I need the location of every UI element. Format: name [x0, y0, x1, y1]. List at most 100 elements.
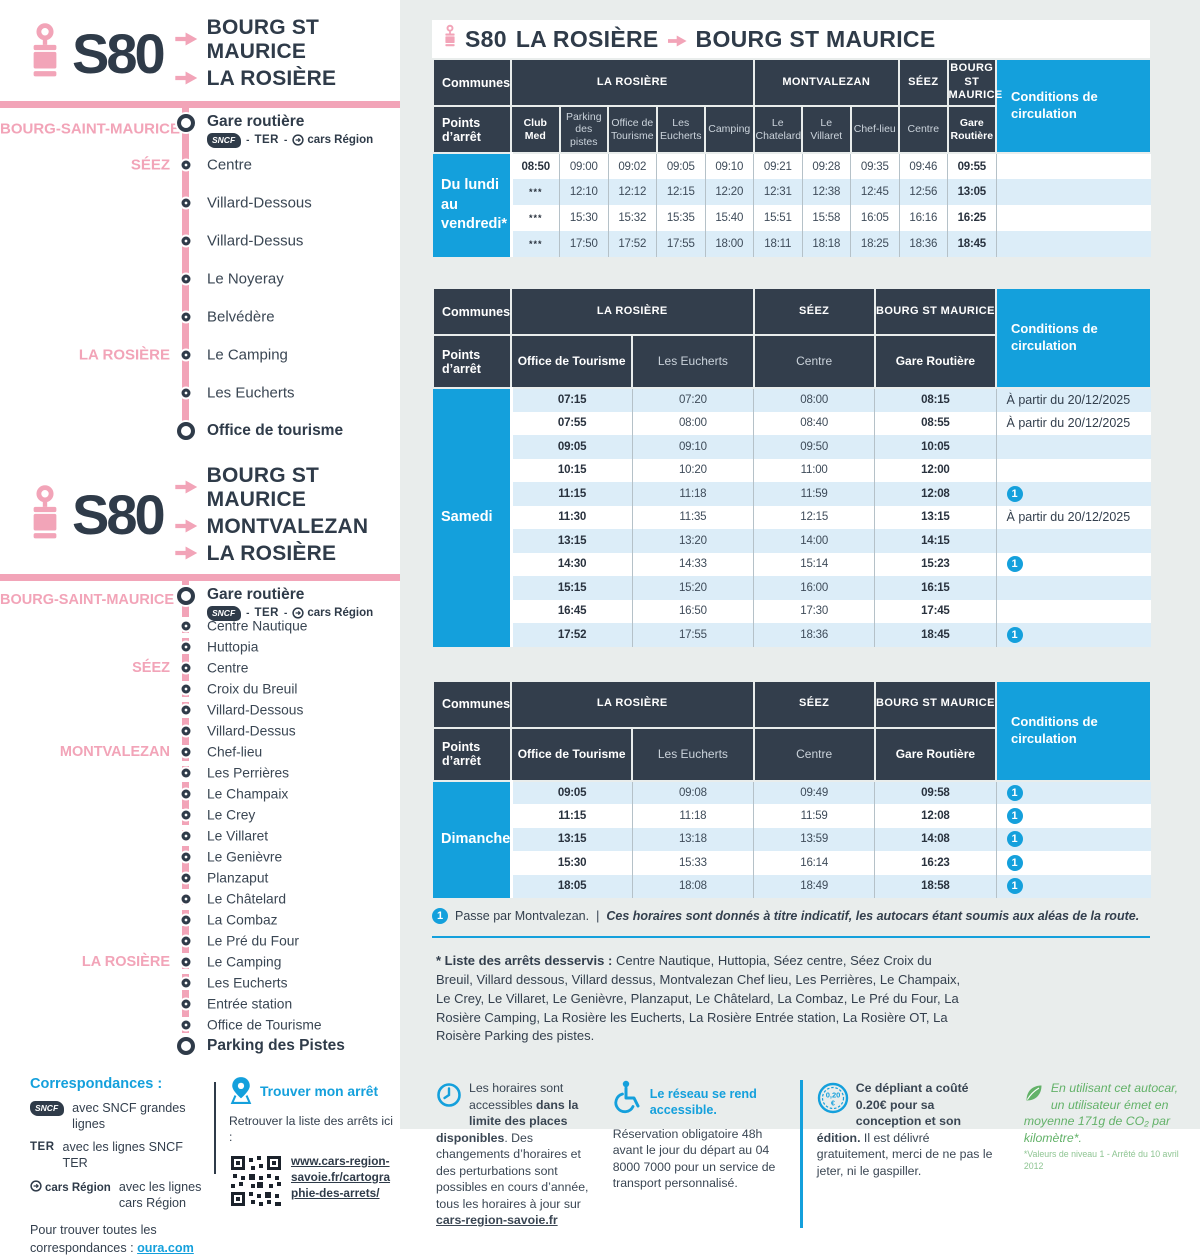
time-cell: 16:00 — [753, 576, 875, 600]
info-footer: Les horaires sont accessibles dans la li… — [436, 1080, 1184, 1229]
terminal-stop-marker — [176, 114, 195, 132]
cars-region-savoie-link[interactable]: cars-region-savoie.fr — [436, 1212, 558, 1227]
route-stop: La Combaz — [0, 909, 400, 930]
route-stop: Le Champaix — [0, 783, 400, 804]
note-1-icon: 1 — [1006, 831, 1023, 848]
time-cell: 13:18 — [631, 827, 754, 851]
time-cell: 14:33 — [631, 552, 754, 576]
ter-logo: TER — [254, 134, 279, 147]
correspondance-cars-region: cars Région avec les lignes cars Région — [30, 1180, 206, 1211]
points-header-label: Points d’arrêt — [432, 105, 512, 154]
commune-group-header: LA ROSIÈRE — [510, 679, 755, 729]
time-cell: 13:15 — [874, 505, 997, 529]
condition-cell — [995, 153, 1152, 179]
time-cell: 16:25 — [947, 205, 997, 231]
timetable-row: 07:55 08:00 08:40 08:55 À partir du 20/12/20… — [433, 411, 1152, 435]
arrow-icon — [174, 542, 198, 566]
time-cell: 18:08 — [631, 874, 754, 898]
stop-marker — [181, 768, 190, 777]
svg-text:€: € — [831, 1101, 835, 1108]
stop-column-header: Gare Routière — [873, 334, 998, 389]
ter-logo: TER — [30, 1141, 55, 1154]
route-header: S80 BOURG ST MAURICE MONTVALEZAN LA ROSIÈRE — [0, 450, 400, 566]
route-line — [182, 574, 189, 1046]
find-stop-subtitle: Retrouver la liste des arrêts ici : — [229, 1114, 393, 1144]
stops-header-row: Points d’arrêt Club Med Parking des pistes… — [432, 105, 1151, 154]
correspondances-footer: Pour trouver toutes les correspondances … — [30, 1223, 194, 1256]
route-stop: Le Villaret — [0, 825, 400, 846]
time-cell: 17:50 — [559, 231, 608, 257]
time-cell: 18:58 — [874, 874, 997, 898]
condition-cell: 1 — [995, 552, 1152, 576]
route-stop: Centre Nautique — [0, 615, 400, 636]
route-stop: SÉEZ Centre — [0, 146, 400, 184]
stop-column-header: Camping — [704, 105, 755, 154]
stop-column-header: Office de Tourisme — [607, 105, 658, 154]
coin-icon: 0,20 € — [817, 1082, 849, 1118]
time-cell: 14:15 — [874, 529, 997, 553]
stop-marker — [181, 236, 190, 246]
sncf-logo: SNCF — [30, 1101, 65, 1116]
terminal-stop-marker — [176, 422, 195, 440]
commune-group-header: LA ROSIÈRE — [510, 287, 755, 336]
timetable-row: *** 17:50 17:52 17:55 18:00 18:11 18:18 18:25 18… — [433, 231, 1152, 257]
stop-column-header: Gare Routière — [946, 105, 998, 154]
route-line-horizontal — [0, 574, 400, 581]
stops-map-link[interactable]: www.cars-region-savoie.fr/cartographie-d… — [291, 1153, 391, 1200]
time-cell: 17:55 — [656, 231, 705, 257]
condition-cell — [995, 205, 1152, 231]
oura-link[interactable]: oura.com — [137, 1241, 194, 1256]
route-header: S80 BOURG ST MAURICE LA ROSIÈRE — [0, 0, 400, 91]
route-stop: Villard-Dessus — [0, 720, 400, 741]
served-stops-list: Centre Nautique, Huttopia, Séez centre, … — [436, 953, 961, 1044]
stops-header-row: Points d’arrêt Office de Tourisme Les Euch… — [432, 726, 1151, 782]
time-cell: 08:55 — [874, 411, 997, 435]
time-cell: 18:00 — [704, 231, 754, 257]
day-label-cell: Samedi — [433, 388, 513, 647]
time-cell: 12:20 — [704, 179, 754, 205]
correspondances-title: Correspondances : — [30, 1076, 163, 1092]
time-cell: 11:59 — [753, 804, 875, 828]
condition-cell — [995, 179, 1152, 205]
stop-column-header: Les Eucherts — [631, 726, 755, 782]
timetable-row: 11:15 11:18 11:59 12:08 1 — [433, 804, 1152, 828]
footnote-disclaimer: Ces horaires sont donnés à titre indicat… — [606, 909, 1140, 923]
time-cell: 11:15 — [510, 482, 633, 506]
timetable-row: 15:15 15:20 16:00 16:15 — [433, 576, 1152, 600]
sncf-logo: SNCF — [207, 606, 242, 621]
points-header-label: Points d’arrêt — [432, 334, 512, 389]
time-cell: 18:45 — [874, 623, 997, 647]
time-cell: 15:15 — [510, 576, 633, 600]
stop-marker — [181, 999, 190, 1008]
time-cell: 12:12 — [607, 179, 657, 205]
stop-name: Villard-Dessous — [207, 194, 312, 212]
time-cell: 14:30 — [510, 552, 633, 576]
time-cell: 10:20 — [631, 458, 754, 482]
correspondances: Correspondances : SNCF avec SNCF grandes… — [30, 1076, 206, 1258]
time-cell: 17:52 — [510, 623, 633, 647]
time-cell: 18:25 — [850, 231, 900, 257]
condition-cell: 1 — [995, 780, 1152, 804]
time-cell: 09:05 — [510, 435, 633, 459]
time-cell: 15:35 — [656, 205, 705, 231]
route-stop: Villard-Dessus — [0, 222, 400, 260]
time-cell: 17:30 — [753, 599, 875, 623]
stop-marker — [181, 810, 190, 819]
condition-cell: À partir du 20/12/2025 — [995, 505, 1152, 529]
timetable-row: 14:30 14:33 15:14 15:23 1 — [433, 552, 1152, 576]
time-cell: 09:10 — [704, 153, 754, 179]
stop-name: Office de tourisme — [207, 422, 344, 439]
time-cell: *** — [510, 179, 560, 205]
note-1-icon: 1 — [432, 908, 448, 924]
stop-column-header: Gare Routière — [873, 726, 998, 782]
route-stop: Les Eucherts — [0, 972, 400, 993]
commune-group-header: BOURG ST MAURICE — [873, 679, 998, 729]
time-cell: 10:15 — [510, 458, 633, 482]
time-cell: *** — [510, 205, 560, 231]
route-block: S80 BOURG ST MAURICE LA ROSIÈRE BOURG-SAINT… — [0, 0, 400, 450]
time-cell: 08:00 — [753, 388, 875, 412]
accessibility-title: Le réseau se rend accessible. — [649, 1087, 757, 1117]
arrow-icon — [174, 515, 198, 539]
time-cell: 16:14 — [753, 851, 875, 875]
stop-column-header: Les Eucherts — [655, 105, 706, 154]
